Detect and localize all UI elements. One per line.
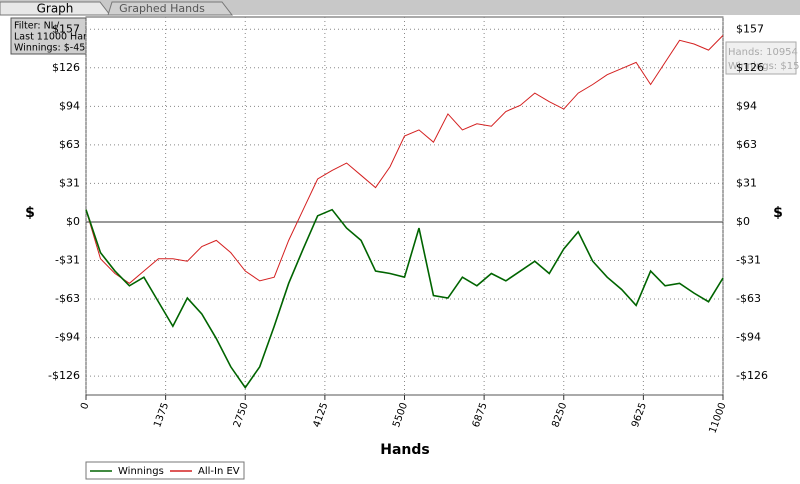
y2-tick-label: $94 bbox=[736, 99, 757, 112]
info-text: Winnings: $-45.65 bbox=[14, 43, 100, 54]
y-tick-label: $63 bbox=[59, 138, 80, 151]
y-tick-label: $157 bbox=[52, 22, 80, 35]
hover-text: Winnings: $150. bbox=[728, 61, 800, 72]
x-axis-label: Hands bbox=[380, 442, 430, 458]
y2-tick-label: -$63 bbox=[736, 292, 761, 305]
y2-tick-label: $126 bbox=[736, 61, 764, 74]
legend bbox=[85, 461, 245, 480]
y-axis-label: $ bbox=[25, 205, 35, 221]
legend-label: All-In EV bbox=[198, 466, 240, 477]
y-tick-label: -$63 bbox=[55, 292, 80, 305]
y-tick-label: $94 bbox=[59, 99, 80, 112]
y2-tick-label: $0 bbox=[736, 215, 750, 228]
y2-tick-label: -$94 bbox=[736, 331, 761, 344]
y-tick-label: $126 bbox=[52, 61, 80, 74]
y-tick-label: -$31 bbox=[55, 253, 80, 266]
y2-axis-label: $ bbox=[773, 205, 783, 221]
tab-graphed-hands[interactable] bbox=[107, 1, 234, 16]
tab-label[interactable]: Graphed Hands bbox=[119, 2, 205, 15]
y-tick-label: -$94 bbox=[55, 331, 80, 344]
legend-label: Winnings bbox=[118, 466, 164, 477]
tab-label[interactable]: Graph bbox=[37, 2, 74, 16]
y-tick-label: $0 bbox=[66, 215, 80, 228]
y2-tick-label: -$31 bbox=[736, 253, 761, 266]
series-line bbox=[85, 35, 724, 284]
y-tick-label: $31 bbox=[59, 176, 80, 189]
y2-tick-label: $157 bbox=[736, 22, 764, 35]
series-line bbox=[85, 208, 724, 390]
plot-area bbox=[85, 16, 724, 396]
y2-tick-label: -$126 bbox=[736, 369, 768, 382]
info-text: Last 11000 Hands bbox=[14, 32, 100, 43]
y2-tick-label: $63 bbox=[736, 138, 757, 151]
y2-tick-label: $31 bbox=[736, 176, 757, 189]
x-tick-label: 0 bbox=[79, 401, 92, 411]
hover-box bbox=[725, 41, 797, 75]
tab-graph[interactable] bbox=[0, 1, 112, 16]
info-text: Filter: NL/ bbox=[14, 21, 60, 32]
hover-text: Hands: 10954 bbox=[728, 47, 798, 58]
y-tick-label: -$126 bbox=[48, 369, 80, 382]
